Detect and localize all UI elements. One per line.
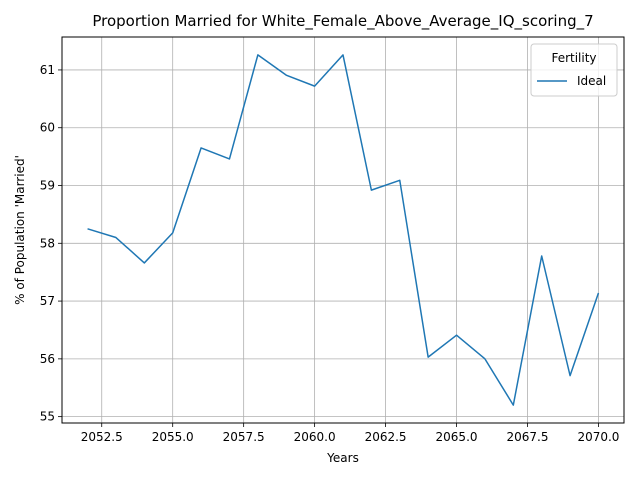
chart-title: Proportion Married for White_Female_Abov… xyxy=(92,12,593,31)
x-tick-label: 2065.0 xyxy=(436,430,478,444)
legend-title: Fertility xyxy=(551,51,596,65)
x-tick-label: 2060.0 xyxy=(294,430,336,444)
y-axis-label: % of Population 'Married' xyxy=(13,155,27,305)
x-tick-label: 2067.5 xyxy=(506,430,548,444)
x-tick-label: 2062.5 xyxy=(365,430,407,444)
y-tick-label: 58 xyxy=(40,236,55,250)
x-tick-label: 2057.5 xyxy=(223,430,265,444)
x-tick-label: 2055.0 xyxy=(152,430,194,444)
x-tick-label: 2070.0 xyxy=(577,430,619,444)
y-tick-label: 56 xyxy=(40,352,55,366)
x-axis-label: Years xyxy=(326,451,359,465)
y-tick-label: 61 xyxy=(40,63,55,77)
y-tick-label: 57 xyxy=(40,294,55,308)
y-tick-label: 59 xyxy=(40,179,55,193)
x-tick-label: 2052.5 xyxy=(81,430,123,444)
legend-label-ideal: Ideal xyxy=(577,74,606,88)
y-tick-label: 55 xyxy=(40,410,55,424)
legend: Fertility Ideal xyxy=(531,44,617,96)
y-tick-label: 60 xyxy=(40,121,55,135)
